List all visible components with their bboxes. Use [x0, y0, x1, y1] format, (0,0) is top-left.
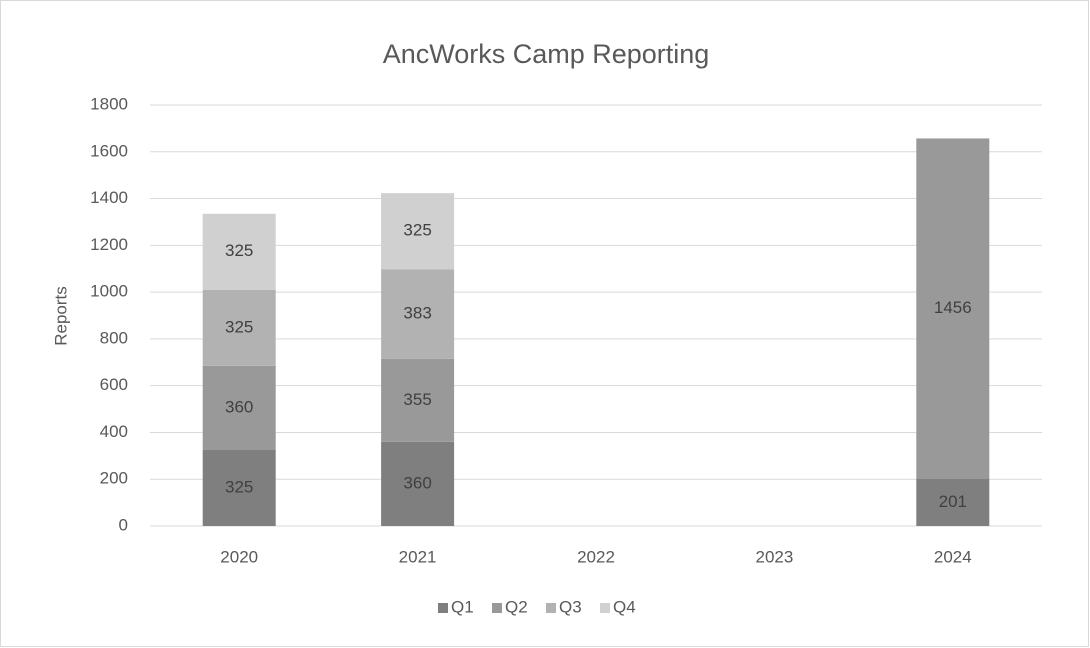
data-label: 325 — [225, 477, 253, 496]
y-tick-label: 1600 — [90, 141, 128, 160]
x-tick-label: 2022 — [577, 547, 615, 566]
data-label: 325 — [225, 317, 253, 336]
y-tick-label: 600 — [100, 375, 128, 394]
bar-segment — [202, 213, 276, 290]
bar-segment — [202, 289, 276, 366]
legend-label: Q2 — [505, 597, 528, 616]
bar-segment — [381, 441, 455, 526]
legend-swatch — [546, 603, 556, 613]
data-label: 325 — [225, 241, 253, 260]
y-tick-label: 200 — [100, 469, 128, 488]
data-label: 383 — [403, 303, 431, 322]
y-tick-label: 1800 — [90, 94, 128, 113]
y-tick-label: 1000 — [90, 282, 128, 301]
bar-segment — [916, 478, 990, 526]
x-tick-label: 2021 — [399, 547, 437, 566]
y-tick-label: 1400 — [90, 188, 128, 207]
bar-segment — [202, 365, 276, 450]
bar-segment — [381, 193, 455, 270]
data-label: 360 — [403, 473, 431, 492]
data-label: 325 — [403, 221, 431, 240]
x-tick-label: 2023 — [755, 547, 793, 566]
legend-label: Q4 — [613, 597, 636, 616]
legend-swatch — [492, 603, 502, 613]
bar-segment — [381, 269, 455, 359]
legend-label: Q1 — [451, 597, 474, 616]
legend-label: Q3 — [559, 597, 582, 616]
y-axis-label: Reports — [51, 286, 70, 346]
bar-segment — [202, 449, 276, 526]
x-tick-label: 2024 — [934, 547, 972, 566]
y-tick-label: 1200 — [90, 235, 128, 254]
legend-swatch — [438, 603, 448, 613]
bar-segment — [916, 138, 990, 479]
data-label: 1456 — [934, 298, 972, 317]
y-tick-label: 0 — [119, 515, 128, 534]
y-tick-label: 400 — [100, 422, 128, 441]
x-tick-label: 2020 — [220, 547, 258, 566]
y-tick-label: 800 — [100, 328, 128, 347]
data-label: 360 — [225, 397, 253, 416]
data-label: 355 — [403, 390, 431, 409]
chart-title: AncWorks Camp Reporting — [383, 39, 710, 69]
data-label: 201 — [939, 492, 967, 511]
legend-swatch — [600, 603, 610, 613]
bar-segment — [381, 358, 455, 442]
